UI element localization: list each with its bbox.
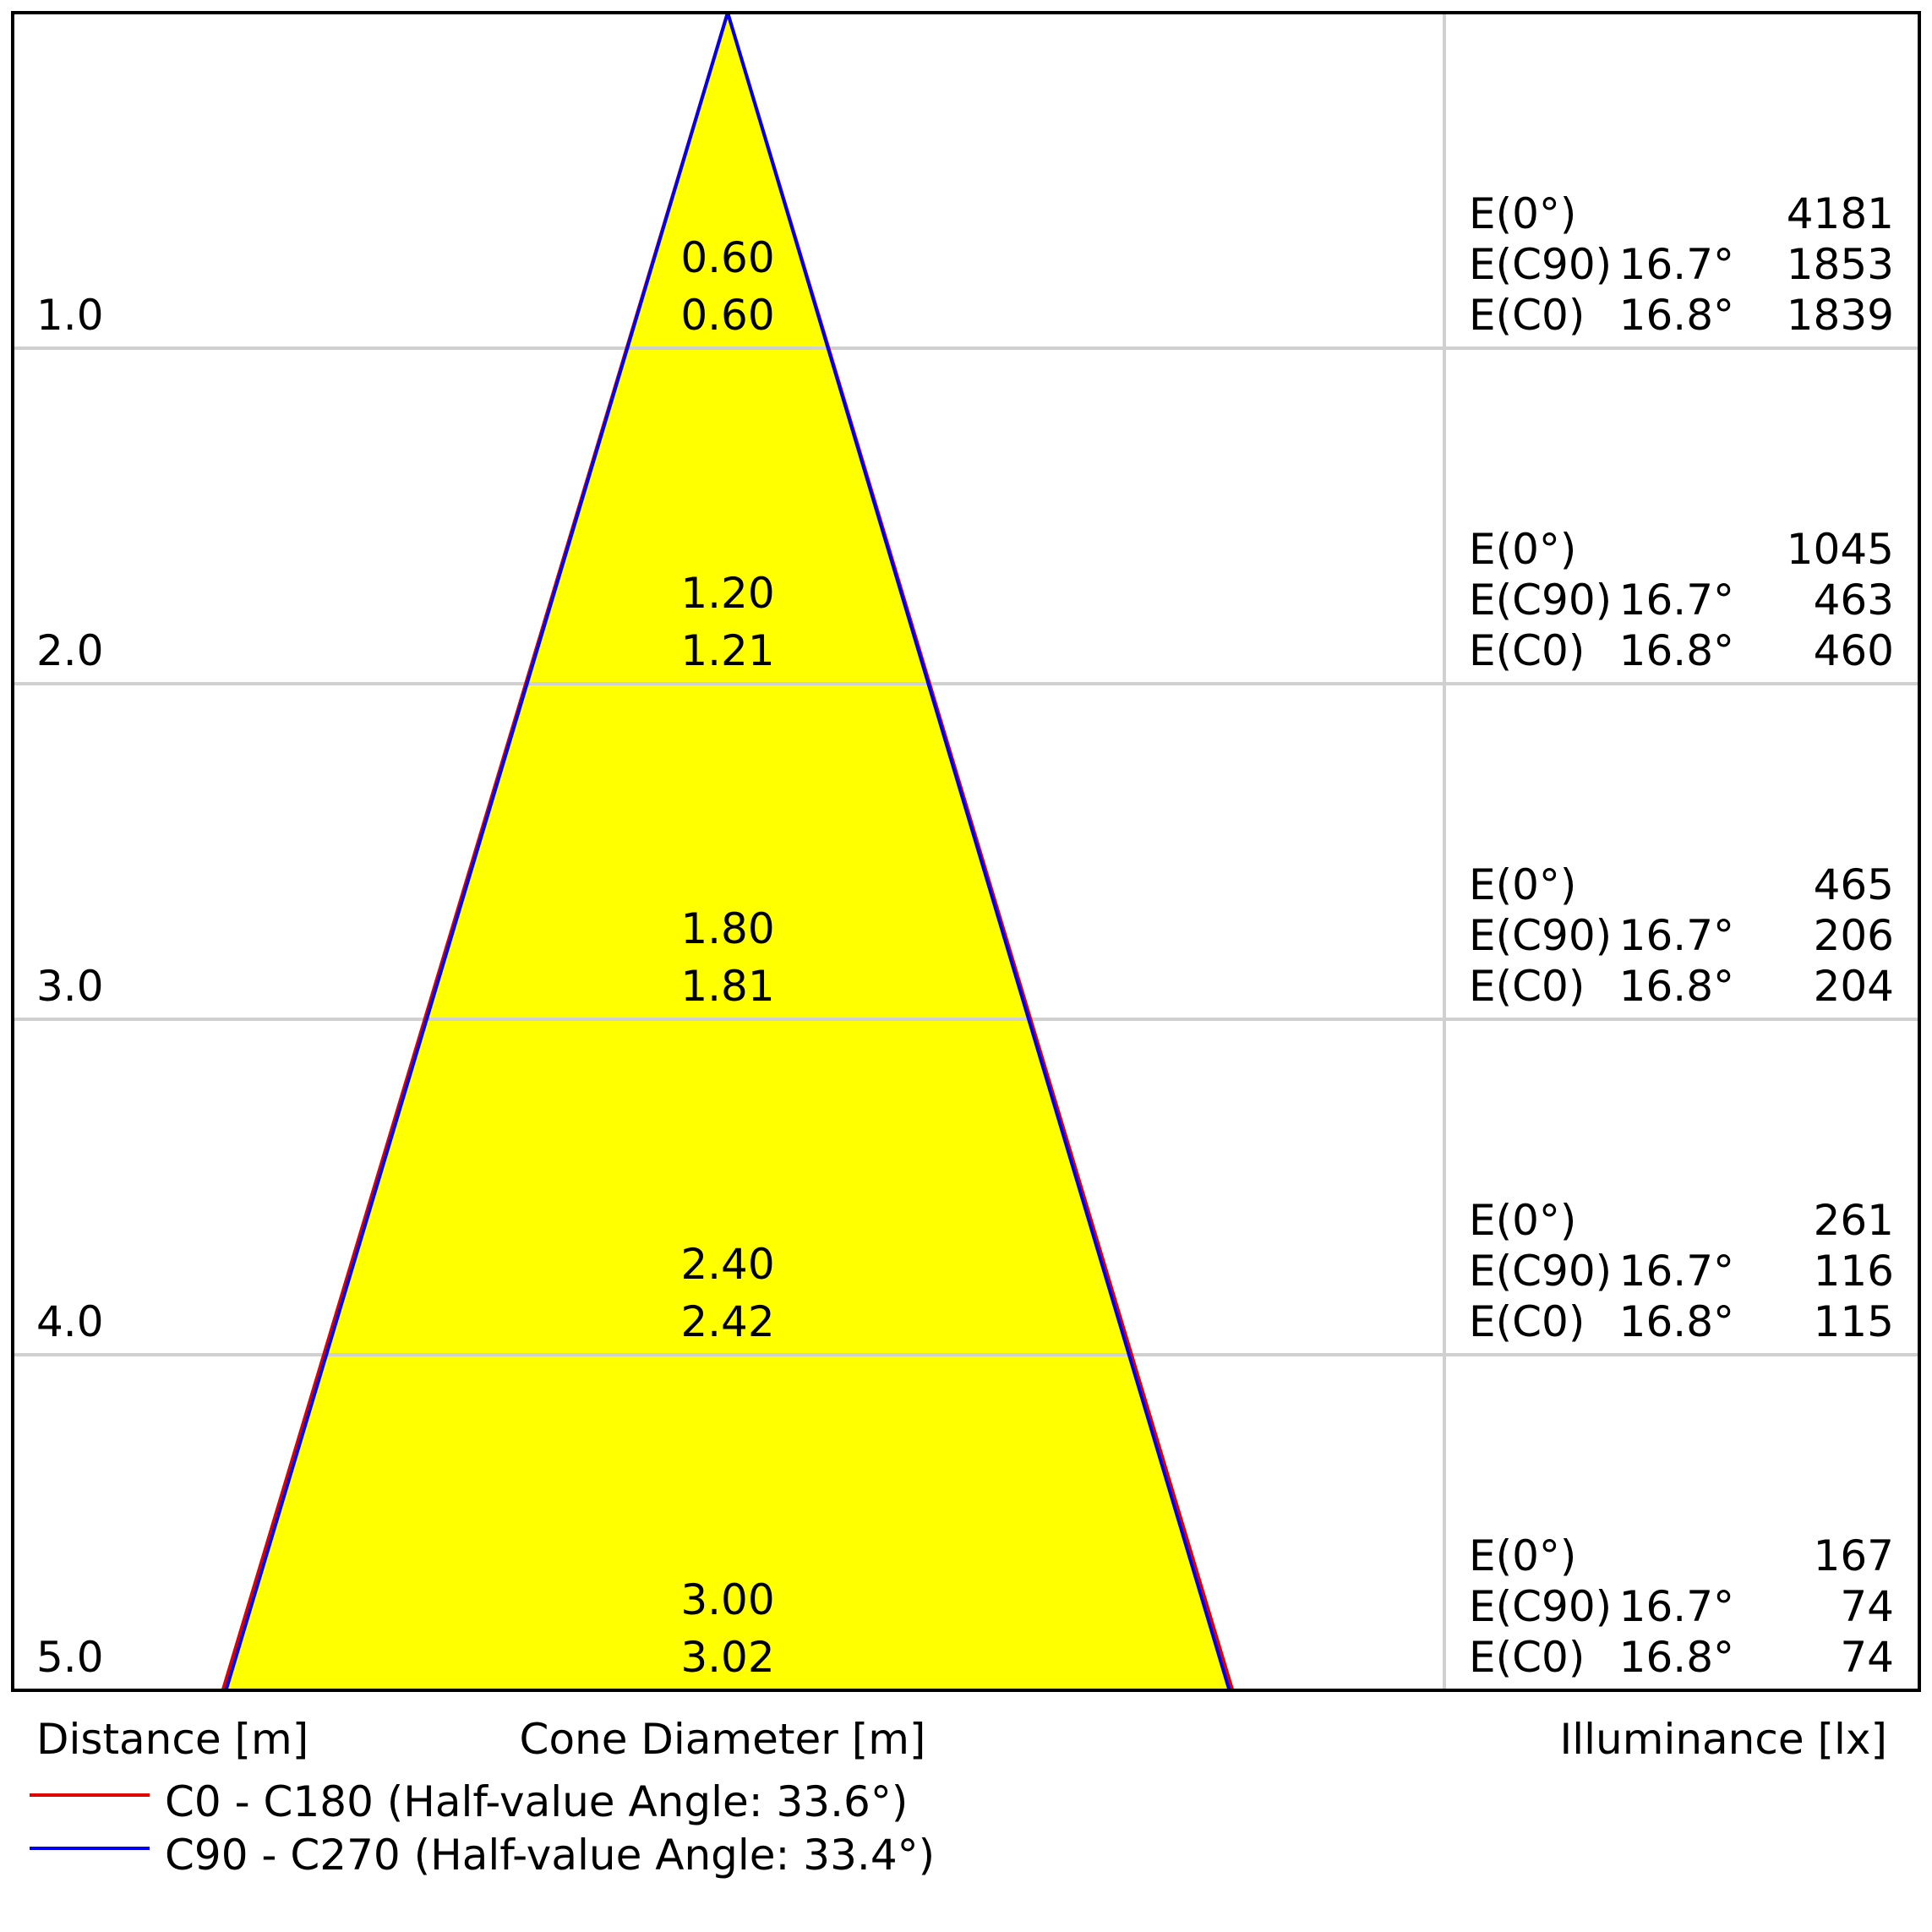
cone-edge-left-c90-c270	[224, 12, 729, 1691]
light-cone-fill	[222, 13, 1233, 1690]
cone-diameter-c0: 2.40	[680, 1240, 774, 1289]
illuminance-angle: 16.8°	[1619, 291, 1734, 340]
cone-diameter-c0: 1.80	[680, 904, 774, 953]
illuminance-label: E(C0)	[1469, 1297, 1585, 1346]
illuminance-value: 116	[1814, 1247, 1894, 1296]
cone-diameter-c90: 2.42	[680, 1297, 774, 1346]
distance-label: 2.0	[36, 626, 104, 675]
illuminance-axis-label: Illuminance [lx]	[1560, 1715, 1887, 1764]
illuminance-angle: 16.7°	[1619, 1247, 1734, 1296]
cone-diameter-c90: 3.02	[680, 1633, 774, 1682]
illuminance-angle: 16.8°	[1619, 626, 1734, 675]
illuminance-label: E(C0)	[1469, 1633, 1585, 1682]
illuminance-label: E(C90)	[1469, 1582, 1612, 1631]
illuminance-angle: 16.7°	[1619, 240, 1734, 289]
illuminance-label: E(C90)	[1469, 911, 1612, 960]
cone-edge-right-c90-c270	[726, 12, 1231, 1691]
illuminance-value: 74	[1840, 1582, 1894, 1631]
illuminance-value: 460	[1814, 626, 1894, 675]
illuminance-angle: 16.8°	[1619, 1297, 1734, 1346]
cone-diameter-c0: 1.20	[680, 569, 774, 618]
illuminance-value: 1839	[1787, 291, 1894, 340]
illuminance-label: E(0°)	[1469, 1531, 1576, 1580]
illuminance-label: E(0°)	[1469, 189, 1576, 238]
distance-label: 3.0	[36, 962, 104, 1011]
distance-label: 1.0	[36, 291, 104, 340]
illuminance-label: E(0°)	[1469, 525, 1576, 574]
illuminance-angle: 16.7°	[1619, 911, 1734, 960]
cone-diameter-axis-label: Cone Diameter [m]	[520, 1715, 926, 1764]
illuminance-label: E(0°)	[1469, 1196, 1576, 1245]
cone-diameter-c0: 0.60	[680, 233, 774, 282]
illuminance-value: 4181	[1787, 189, 1894, 238]
illuminance-angle: 16.8°	[1619, 1633, 1734, 1682]
cone-diameter-c90: 0.60	[680, 291, 774, 340]
distance-label: 5.0	[36, 1633, 104, 1682]
illuminance-label: E(C0)	[1469, 962, 1585, 1011]
distance-axis-label: Distance [m]	[36, 1715, 308, 1764]
illuminance-value: 261	[1814, 1196, 1894, 1245]
illuminance-value: 1853	[1787, 240, 1894, 289]
cone-diameter-c90: 1.81	[680, 962, 774, 1011]
legend-label-c0-c180: C0 - C180 (Half-value Angle: 33.6°)	[165, 1777, 908, 1826]
illuminance-angle: 16.8°	[1619, 962, 1734, 1011]
illuminance-label: E(C90)	[1469, 576, 1612, 625]
illuminance-label: E(C0)	[1469, 291, 1585, 340]
legend-label-c90-c270: C90 - C270 (Half-value Angle: 33.4°)	[165, 1831, 935, 1880]
illuminance-value: 204	[1814, 962, 1894, 1011]
illuminance-label: E(C0)	[1469, 626, 1585, 675]
cone-diameter-c0: 3.00	[680, 1575, 774, 1624]
chart-frame	[11, 11, 1921, 1692]
distance-label: 4.0	[36, 1297, 104, 1346]
illuminance-label: E(C90)	[1469, 1247, 1612, 1296]
illuminance-value: 463	[1814, 576, 1894, 625]
illuminance-value: 74	[1840, 1633, 1894, 1682]
cone-diameter-c90: 1.21	[680, 626, 774, 675]
illuminance-angle: 16.7°	[1619, 576, 1734, 625]
illuminance-value: 465	[1814, 860, 1894, 909]
illuminance-value: 115	[1814, 1297, 1894, 1346]
illuminance-value: 1045	[1787, 525, 1894, 574]
illuminance-angle: 16.7°	[1619, 1582, 1734, 1631]
illuminance-value: 206	[1814, 911, 1894, 960]
illuminance-label: E(C90)	[1469, 240, 1612, 289]
illuminance-value: 167	[1814, 1531, 1894, 1580]
illuminance-label: E(0°)	[1469, 860, 1576, 909]
